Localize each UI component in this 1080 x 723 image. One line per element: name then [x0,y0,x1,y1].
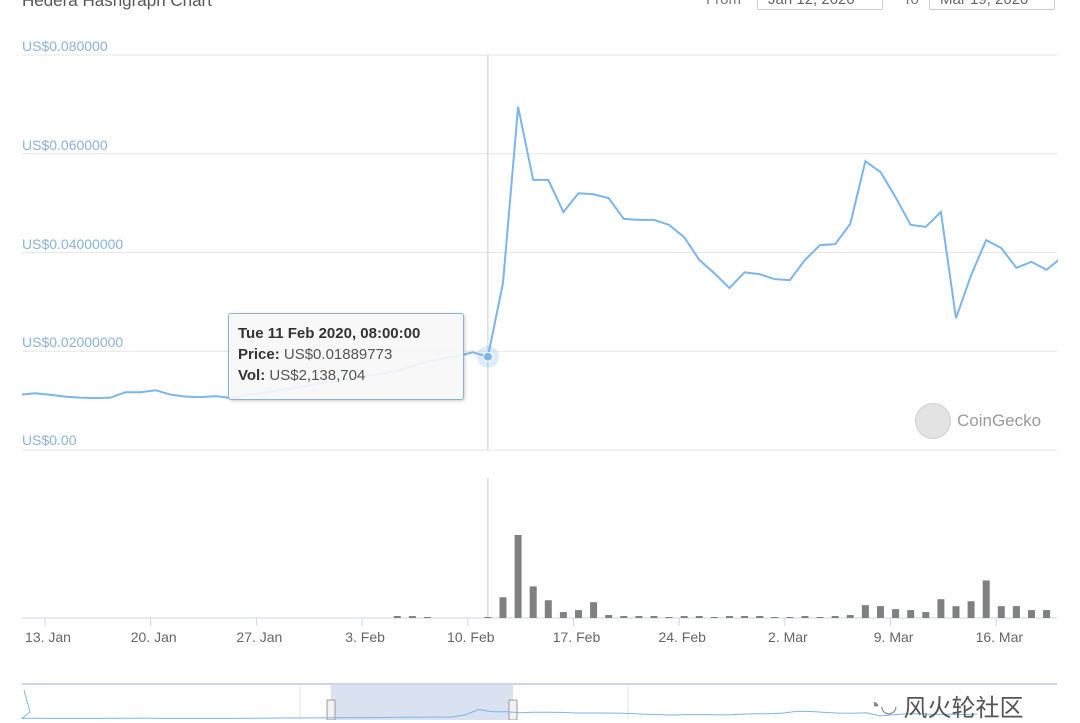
tooltip-price-label: Price: [238,346,280,363]
to-date-input[interactable]: Mar 19, 2020 [929,0,1055,10]
gecko-logo-icon [915,403,951,439]
volume-bar [1043,610,1051,618]
from-label: From [706,0,741,8]
navigator-handle[interactable] [508,699,518,720]
hover-point [482,351,493,362]
to-label: To [903,0,919,8]
y-tick-label: US$0.04000000 [22,236,124,252]
watermark-text: 风火轮社区 [903,695,1024,722]
volume-bar [997,606,1005,618]
x-tick-label: 20. Jan [130,629,177,645]
volume-bar [605,615,613,618]
volume-bar [514,534,522,618]
volume-bar [725,616,733,618]
volume-bar [499,597,507,618]
volume-bar [484,616,492,618]
watermark: ◔◡ 风火轮社区 [868,688,1024,723]
tooltip-vol-value: US$2,138,704 [269,367,366,384]
price-tooltip: Tue 11 Feb 2020, 08:00:00 Price: US$0.01… [228,313,464,400]
volume-bar [423,617,431,618]
volume-bar [876,606,884,618]
volume-bar [756,616,764,618]
volume-bar [786,617,794,618]
volume-bar [680,616,688,618]
volume-bar [816,617,824,618]
x-tick-label: 24. Feb [658,629,706,645]
volume-bar [831,616,839,618]
volume-bar [665,617,673,618]
volume-bar [529,586,537,618]
volume-bar [922,612,930,618]
volume-bar [710,617,718,618]
volume-bar [650,616,658,618]
volume-bar [846,615,854,618]
x-tick-label: 9. Mar [873,629,914,645]
y-tick-label: US$0.02000000 [22,334,124,350]
volume-bar [907,610,915,618]
volume-bar [892,609,900,618]
x-tick-label: 3. Feb [345,629,385,645]
x-tick-label: 2. Mar [768,629,808,645]
x-tick-label: 17. Feb [552,629,601,645]
volume-bar [695,616,703,618]
volume-bar [635,616,643,618]
volume-bar [952,606,960,618]
tooltip-price-value: US$0.01889773 [283,346,393,363]
wechat-icon: ◔◡ [868,695,898,717]
coingecko-logo: CoinGecko [915,403,1041,439]
volume-bar [861,605,869,618]
volume-bar [967,601,975,618]
navigator-selected-range [331,685,513,720]
tooltip-vol-label: Vol: [238,367,266,384]
logo-text: CoinGecko [957,411,1042,430]
volume-bar [741,616,749,618]
volume-bar [771,617,779,618]
volume-bar [408,616,416,618]
volume-bar [574,610,582,618]
x-tick-label: 16. Mar [975,629,1024,645]
from-date-input[interactable]: Jan 12, 2020 [757,0,883,10]
volume-bar [801,616,809,618]
chart-title: Hedera Hashgraph Chart [22,0,212,10]
volume-bar [1027,610,1035,618]
tooltip-date: Tue 11 Feb 2020, 08:00:00 [238,325,421,342]
volume-bar [393,616,401,618]
volume-bar [559,612,567,618]
price-line [22,106,1058,400]
volume-bar [937,599,945,618]
volume-bar [590,602,598,618]
volume-bar [620,616,628,618]
navigator-series [20,689,978,719]
volume-bar [1012,606,1020,618]
x-tick-label: 13. Jan [25,629,71,645]
y-tick-label: US$0.080000 [22,38,108,54]
volume-bar [982,580,990,618]
y-tick-label: US$0.00 [22,432,77,448]
volume-bar [544,600,552,618]
x-tick-label: 27. Jan [236,629,283,645]
x-tick-label: 10. Feb [447,629,495,645]
y-tick-label: US$0.060000 [22,137,108,153]
navigator-handle[interactable] [326,699,336,720]
